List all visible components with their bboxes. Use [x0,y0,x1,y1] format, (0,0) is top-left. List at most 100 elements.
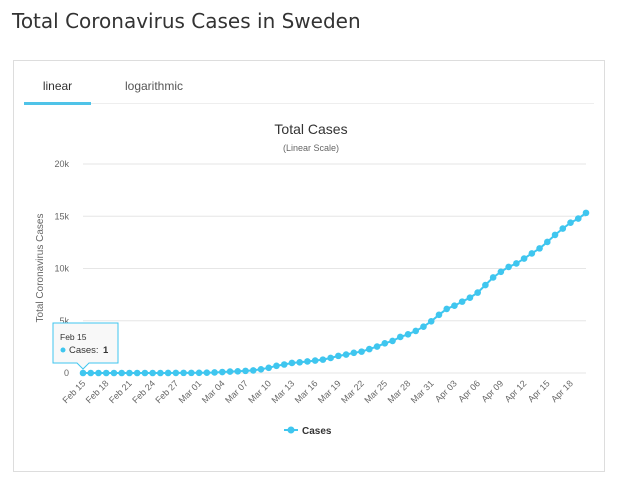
data-point[interactable] [195,369,203,377]
data-point[interactable] [242,367,249,375]
data-point[interactable] [164,369,172,377]
data-point[interactable] [435,311,443,319]
data-point[interactable] [551,231,559,239]
data-point[interactable] [304,358,311,365]
data-point[interactable] [234,368,242,375]
x-tick-label: Apr 06 [456,378,482,404]
data-point[interactable] [373,343,381,350]
data-point[interactable] [528,250,536,257]
data-point[interactable] [350,349,358,357]
data-point[interactable] [420,323,427,330]
y-axis-labels: 0 5k 10k 15k 20k [54,159,69,378]
data-point[interactable] [133,369,141,377]
grid-lines [83,163,586,374]
data-point[interactable] [396,333,404,341]
data-point[interactable] [249,367,257,374]
data-point[interactable] [559,225,567,232]
data-point[interactable] [95,369,102,377]
data-point[interactable] [513,260,520,267]
data-point[interactable] [327,354,334,362]
data-point[interactable] [79,369,87,377]
data-point[interactable] [389,337,396,345]
x-tick-label: Mar 07 [223,378,250,405]
x-tick-label: Mar 16 [293,378,320,405]
y-axis-title: Total Coronavirus Cases [35,214,46,323]
data-point[interactable] [451,302,458,309]
data-point[interactable] [211,369,218,376]
data-point[interactable] [489,274,497,281]
x-tick-label: Apr 18 [549,378,575,404]
data-point[interactable] [188,369,195,377]
data-point[interactable] [288,359,296,367]
data-point[interactable] [443,305,451,313]
data-point[interactable] [505,263,512,271]
x-tick-label: Mar 10 [246,378,273,405]
data-point[interactable] [335,352,342,360]
tab-linear[interactable]: linear [24,61,91,105]
data-point[interactable] [366,345,373,353]
data-point[interactable] [226,368,234,375]
y-tick-label: 10k [54,264,69,274]
tooltip-box [52,322,119,370]
series-cases [79,209,590,377]
x-tick-label: Mar 25 [362,378,389,405]
data-point[interactable] [180,369,187,377]
data-point[interactable] [280,361,288,368]
data-point[interactable] [157,369,164,377]
x-tick-label: Apr 15 [526,378,552,404]
data-point[interactable] [126,369,133,377]
x-tick-label: Mar 01 [177,378,204,405]
data-point[interactable] [574,215,582,222]
data-point[interactable] [482,281,489,289]
data-point[interactable] [311,357,319,364]
data-point[interactable] [319,356,327,363]
data-point[interactable] [218,368,226,376]
data-point[interactable] [427,318,435,325]
data-point[interactable] [466,294,474,301]
tooltip-marker [60,347,66,353]
data-point[interactable] [458,298,466,305]
tab-logarithmic[interactable]: logarithmic [124,79,184,93]
legend-marker [287,426,295,434]
data-point[interactable] [102,369,110,377]
data-point[interactable] [149,369,156,377]
tooltip-label: Cases: [69,345,99,356]
data-point[interactable] [381,340,389,347]
data-point[interactable] [520,255,528,262]
x-tick-label: Feb 15 [61,378,88,405]
data-point[interactable] [497,268,505,276]
data-point[interactable] [296,359,303,366]
tooltip-value: 1 [103,345,109,356]
data-point[interactable] [273,362,280,370]
data-point[interactable] [118,369,125,377]
data-point[interactable] [544,238,551,246]
data-point[interactable] [257,365,265,373]
x-tick-label: Feb 21 [107,378,134,405]
data-point[interactable] [358,348,365,355]
x-tick-label: Mar 22 [339,378,366,405]
legend[interactable]: Cases [284,426,332,437]
y-tick-label: 15k [54,211,69,221]
chart-title: Total Cases [274,121,347,137]
data-point[interactable] [474,289,481,296]
series-line-cases [83,212,587,374]
data-point[interactable] [404,331,412,338]
scale-tabs: linear logarithmic [24,61,594,105]
y-tick-label: 20k [54,159,69,169]
data-point[interactable] [141,369,149,377]
data-point[interactable] [536,245,543,252]
y-tick-label: 5k [59,316,69,326]
y-tick-label: 0 [64,368,69,378]
data-point[interactable] [582,209,590,217]
data-point[interactable] [265,364,273,372]
data-point[interactable] [172,369,180,377]
data-point[interactable] [203,369,211,376]
data-point[interactable] [87,369,95,377]
tooltip-date: Feb 15 [60,332,87,342]
data-point[interactable] [567,219,574,226]
data-point[interactable] [110,369,118,377]
x-tick-label: Mar 19 [316,378,343,405]
data-point[interactable] [342,351,350,358]
data-point[interactable] [412,327,420,335]
